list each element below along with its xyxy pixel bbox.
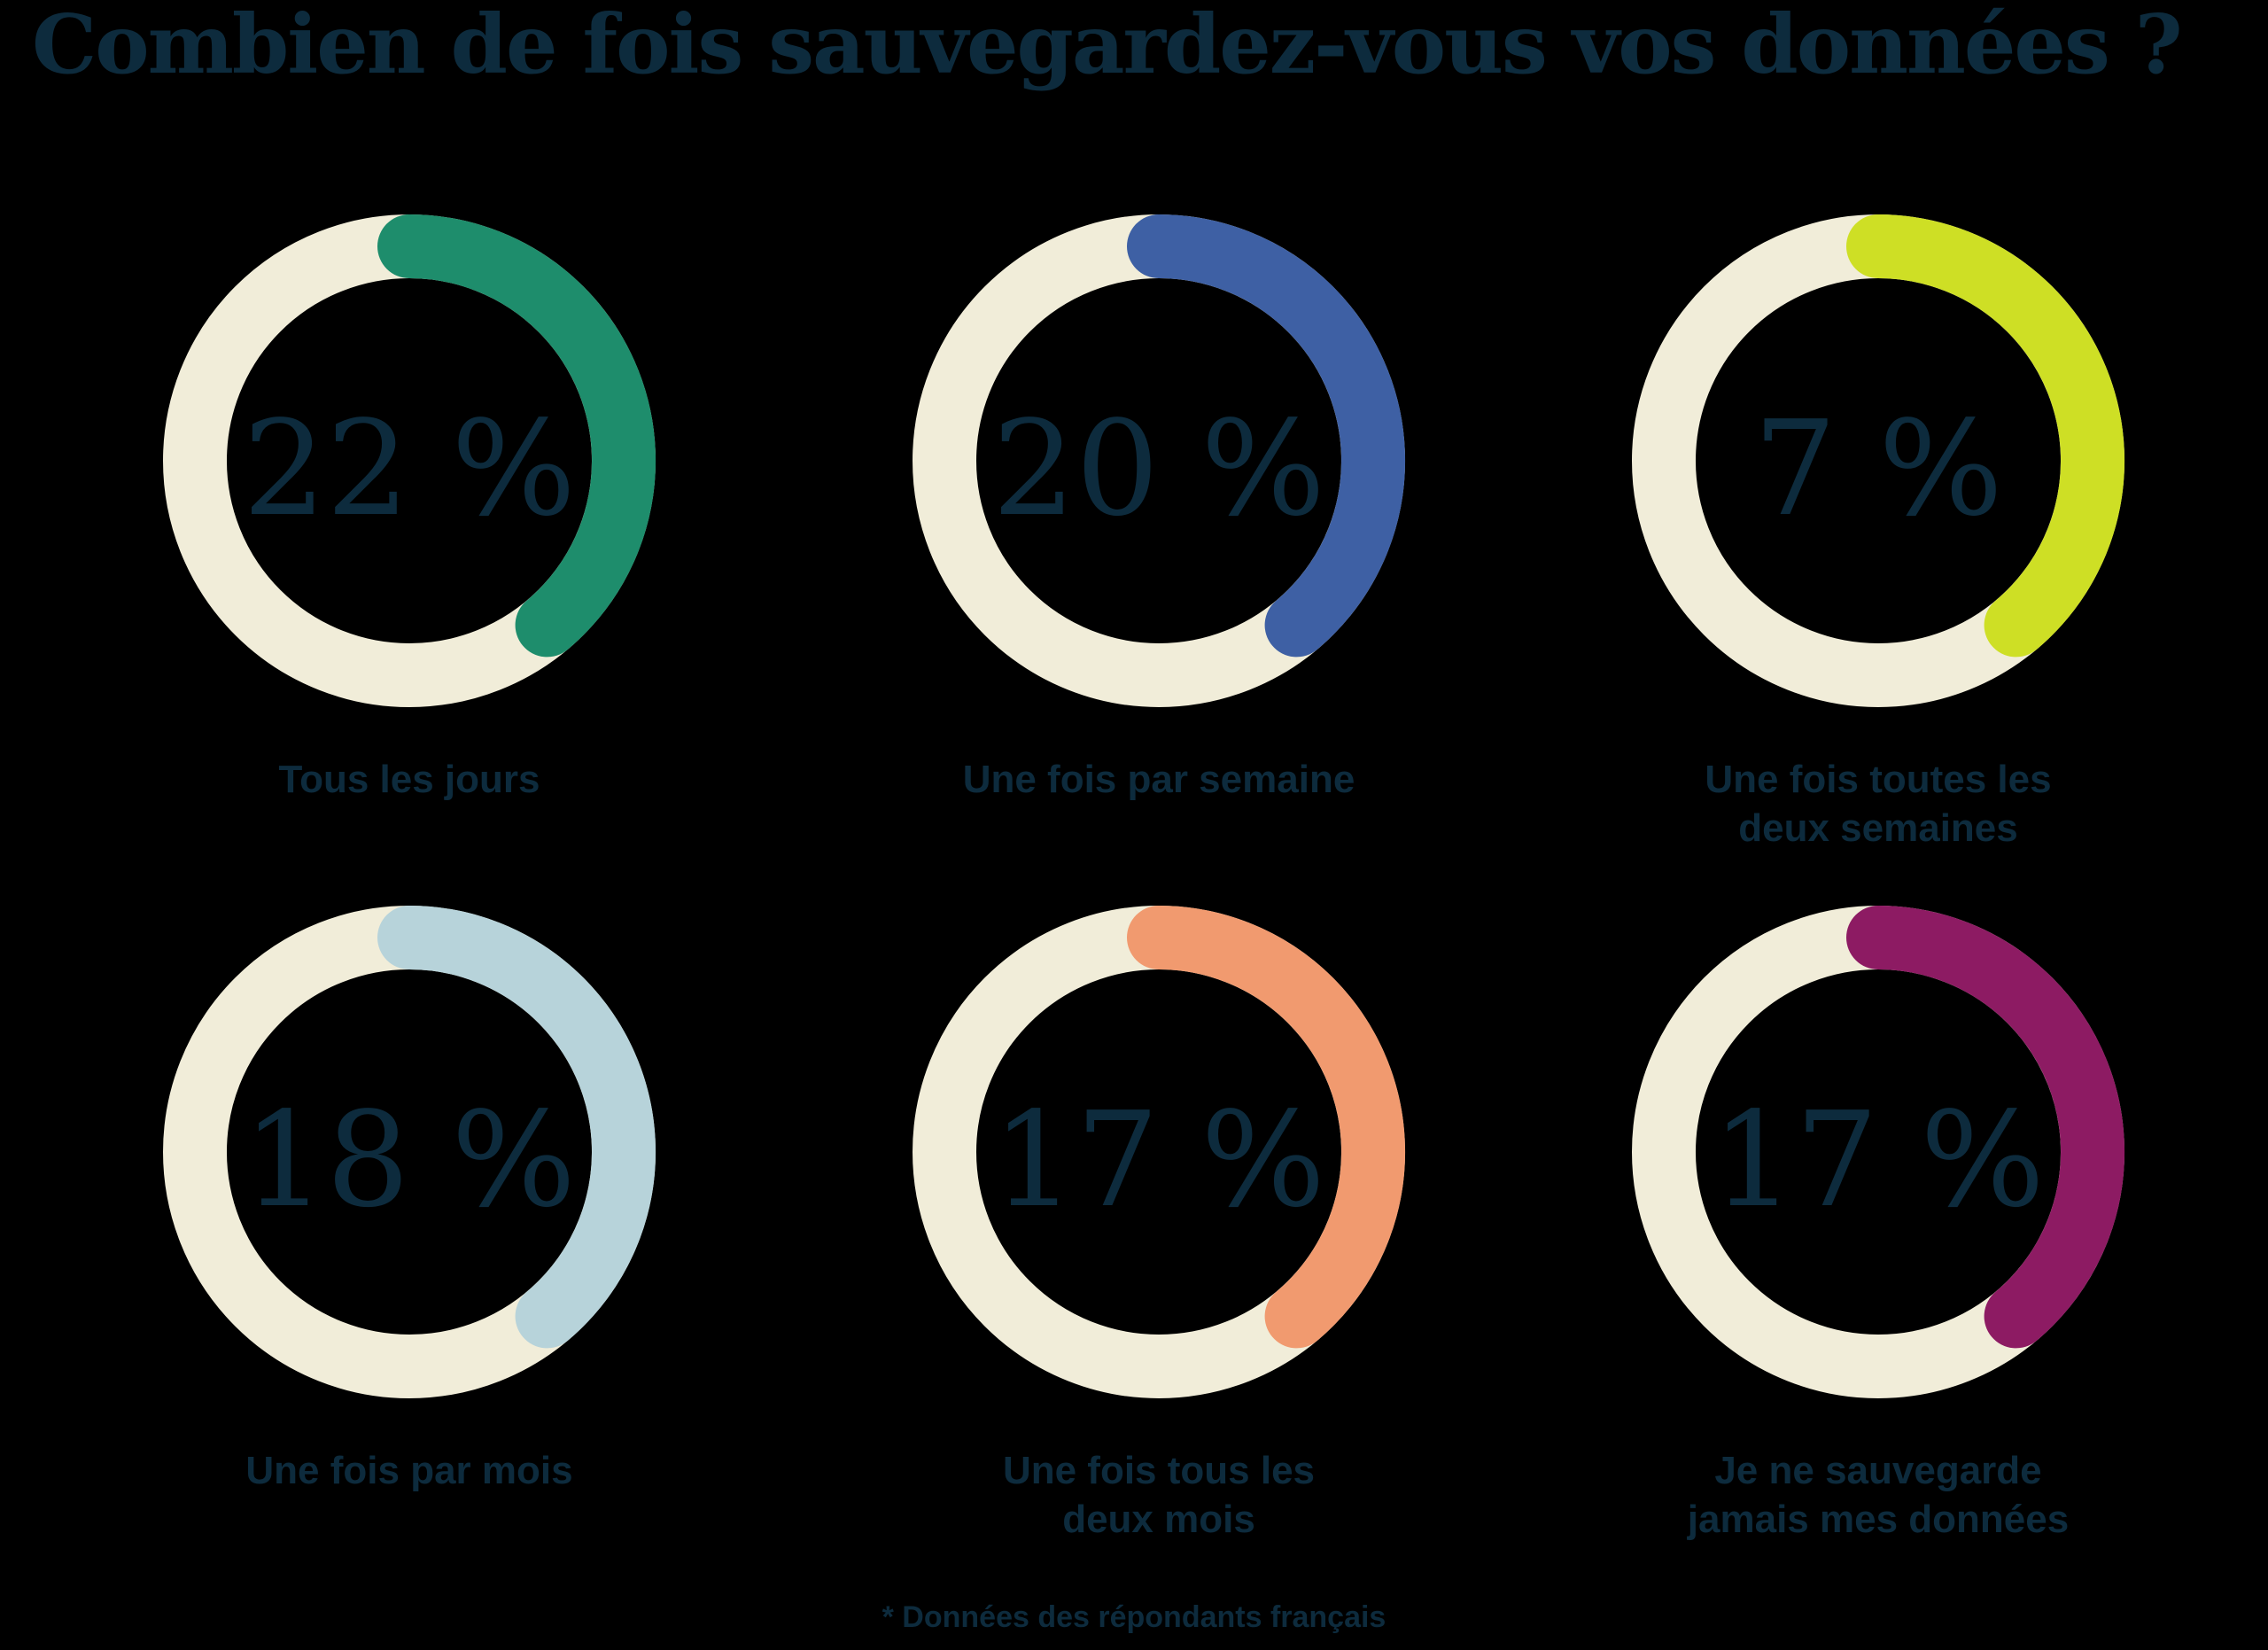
donut-chart-une-fois-par-semaine: 20 % Une fois par semaine — [911, 213, 1407, 804]
donut-svg — [913, 214, 1406, 707]
donut-ring: 20 % — [911, 213, 1407, 709]
donut-value: 7 % — [1753, 393, 2003, 545]
donut-value: 22 % — [243, 393, 576, 545]
donut-label: Tous les jours — [278, 758, 540, 801]
donut-svg — [163, 906, 656, 1398]
donut-value: 17 % — [992, 1084, 1325, 1236]
donut-chart-je-ne-sauvegarde-jamais: 17 % Je ne sauvegarde jamais mes données — [1630, 904, 2126, 1544]
donut-label: Une fois toutes les deux semaines — [1705, 758, 2052, 850]
donut-svg — [1632, 906, 2125, 1398]
donut-value: 17 % — [1712, 1084, 2045, 1236]
donut-ring: 17 % — [1630, 904, 2126, 1400]
donut-arc — [1127, 214, 1406, 658]
donut-svg — [913, 906, 1406, 1398]
donut-arc — [377, 906, 656, 1349]
donut-chart-une-fois-tous-les-deux-mois: 17 % Une fois tous les deux mois — [911, 904, 1407, 1544]
donut-chart-tous-les-jours: 22 % Tous les jours — [161, 213, 657, 804]
donut-arc — [377, 214, 656, 658]
donut-ring: 7 % — [1630, 213, 2126, 709]
donut-chart-une-fois-par-mois: 18 % Une fois par mois — [161, 904, 657, 1495]
donut-ring: 22 % — [161, 213, 657, 709]
donut-value: 18 % — [243, 1084, 576, 1236]
footnote: * Données des répondants français — [882, 1600, 1386, 1634]
donut-svg — [1632, 214, 2125, 707]
donut-value: 20 % — [992, 393, 1325, 545]
donut-ring: 17 % — [911, 904, 1407, 1400]
donut-label: Je ne sauvegarde jamais mes données — [1687, 1449, 2070, 1541]
donut-label: Une fois par semaine — [962, 758, 1355, 801]
donut-svg — [163, 214, 656, 707]
page-title: Combien de fois sauvegardez-vous vos don… — [32, 0, 2183, 92]
donut-arc — [1846, 214, 2125, 658]
donut-label: Une fois tous les deux mois — [1002, 1449, 1316, 1541]
donut-arc — [1846, 906, 2125, 1349]
donut-chart-une-fois-toutes-les-deux-semaines: 7 % Une fois toutes les deux semaines — [1630, 213, 2126, 852]
donut-arc — [1127, 906, 1406, 1349]
donut-label: Une fois par mois — [245, 1449, 573, 1492]
donut-ring: 18 % — [161, 904, 657, 1400]
